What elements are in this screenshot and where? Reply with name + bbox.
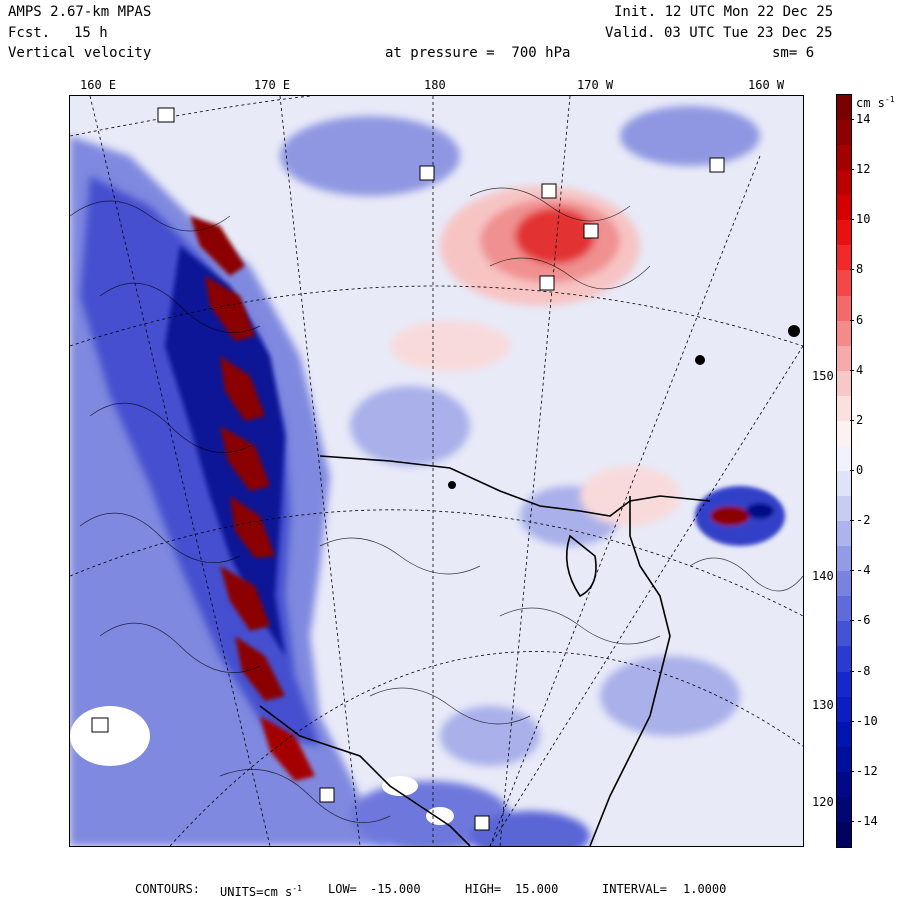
colorbar-tick xyxy=(850,720,854,722)
upward-motion-region xyxy=(390,186,680,526)
map-canvas xyxy=(70,96,803,846)
colorbar-segment xyxy=(837,796,851,823)
colorbar-tick xyxy=(850,419,854,421)
valid-time: Valid. 03 UTC Tue 23 Dec 25 xyxy=(605,25,833,41)
colorbar-label: 0 xyxy=(856,463,864,477)
contour-lines xyxy=(70,187,803,823)
colorbar-tick xyxy=(850,269,854,271)
colorbar-segment xyxy=(837,546,851,572)
colorbar-units: cm s-1 xyxy=(856,95,895,110)
colorbar-label: 2 xyxy=(856,412,864,427)
footer-units: UNITS=cm s-1 xyxy=(220,884,302,899)
colorbar-segment xyxy=(837,746,851,773)
terrain-mask-patches xyxy=(70,706,454,825)
colorbar-segment xyxy=(837,671,851,698)
extrema-boxes xyxy=(91,107,725,831)
colorbar-label: 14 xyxy=(856,112,871,127)
colorbar-tick xyxy=(850,119,854,121)
colorbar-label: -8 xyxy=(856,663,871,678)
colorbar-tick xyxy=(850,369,854,371)
colorbar-label: -12 xyxy=(856,763,878,778)
colorbar-segment xyxy=(837,245,851,271)
colorbar-segment xyxy=(837,621,851,647)
colorbar-label: 10 xyxy=(856,212,871,227)
colorbar-segment xyxy=(837,721,851,748)
lon-label-180: 180 xyxy=(424,78,446,92)
field-name: Vertical velocity xyxy=(8,45,152,61)
colorbar-tick xyxy=(850,570,854,572)
footer-low-value: -15.000 xyxy=(370,882,421,896)
colorbar-label: -6 xyxy=(856,613,871,628)
colorbar-segment xyxy=(837,120,851,146)
footer-contours-label: CONTOURS: xyxy=(135,882,201,896)
lon-label-160w: 160 W xyxy=(748,78,785,92)
footer-interval-label: INTERVAL= xyxy=(602,882,668,896)
footer-interval-value: 1.0000 xyxy=(683,882,727,896)
colorbar-label: 4 xyxy=(856,362,864,377)
colorbar-label: 12 xyxy=(856,162,871,177)
lon-label-170w: 170 W xyxy=(577,78,614,92)
colorbar-segment xyxy=(837,170,851,196)
colorbar-segment xyxy=(837,145,851,171)
scattered-downward-blobs xyxy=(280,106,760,846)
colorbar-segment xyxy=(837,95,851,121)
station-markers xyxy=(448,325,800,489)
colorbar-label: -10 xyxy=(856,713,878,728)
colorbar-segment xyxy=(837,821,851,848)
colorbar-segment xyxy=(837,395,851,422)
colorbar-segment xyxy=(837,270,851,297)
colorbar-tick xyxy=(850,820,854,822)
colorbar-segment xyxy=(837,345,851,372)
lon-label-160e: 160 E xyxy=(80,78,117,92)
colorbar-segment xyxy=(837,596,851,622)
colorbar-segment xyxy=(837,771,851,798)
colorbar-segment xyxy=(837,320,851,347)
colorbar-label: -4 xyxy=(856,563,871,578)
smoothing-value: sm= 6 xyxy=(772,45,815,61)
colorbar-tick xyxy=(850,520,854,522)
colorbar-label: 8 xyxy=(856,262,864,277)
colorbar-segment xyxy=(837,295,851,322)
colorbar-label: -14 xyxy=(856,813,878,828)
colorbar-tick xyxy=(850,770,854,772)
colorbar-tick xyxy=(850,319,854,321)
colorbar-segment xyxy=(837,195,851,221)
pressure-level: at pressure = 700 hPa xyxy=(385,45,571,61)
footer-high-label: HIGH= xyxy=(465,882,502,896)
colorbar-segment xyxy=(837,571,851,597)
vertical-velocity-map xyxy=(69,95,804,847)
footer-low-label: LOW= xyxy=(328,882,357,896)
model-title: AMPS 2.67-km MPAS xyxy=(8,4,152,20)
colorbar-tick xyxy=(850,670,854,672)
mountain-wave-band xyxy=(190,216,315,781)
forecast-hour: 15 h xyxy=(74,25,108,41)
colorbar-tick xyxy=(850,219,854,221)
init-time: Init. 12 UTC Mon 22 Dec 25 xyxy=(614,4,834,20)
colorbar-tick xyxy=(850,470,854,471)
colorbar-label: -2 xyxy=(856,513,871,528)
colorbar-segment xyxy=(837,696,851,723)
graticule xyxy=(70,96,803,846)
colorbar-segment xyxy=(837,496,851,522)
forecast-label: Fcst. xyxy=(8,25,51,41)
colorbar-tick xyxy=(850,620,854,622)
colorbar-segment xyxy=(837,370,851,397)
colorbar-tick xyxy=(850,169,854,171)
colorbar-label: 6 xyxy=(856,312,864,327)
colorbar-segment xyxy=(837,220,851,246)
lon-label-170e: 170 E xyxy=(254,78,291,92)
east-disturbance-cluster xyxy=(695,486,785,546)
colorbar-segment xyxy=(837,521,851,547)
footer-high-value: 15.000 xyxy=(515,882,559,896)
coastline xyxy=(259,455,711,846)
colorbar xyxy=(836,94,852,848)
colorbar-segment xyxy=(837,420,851,447)
colorbar-segment xyxy=(837,646,851,673)
colorbar-segment xyxy=(837,471,851,497)
colorbar-segment xyxy=(837,445,851,472)
